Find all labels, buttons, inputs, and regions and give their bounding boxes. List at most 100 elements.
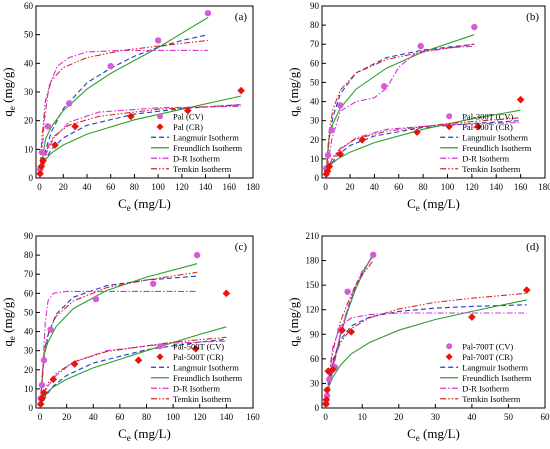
data-point-diamond	[322, 170, 331, 178]
x-axis-label: Ce (mg/L)	[118, 196, 171, 213]
y-tick-label: 0	[29, 403, 34, 413]
data-point-circle	[47, 326, 54, 333]
data-point-diamond	[38, 394, 46, 403]
y-tick-label: 30	[310, 378, 320, 388]
legend-label: Freundlich Isotherm	[462, 143, 532, 153]
legend-marker-diamond	[156, 123, 164, 131]
legend-label: Pal (CR)	[173, 122, 203, 132]
data-point-diamond	[522, 286, 531, 294]
x-tick-label: 40	[370, 182, 380, 192]
legend-label: Pal (CV)	[173, 111, 204, 121]
x-tick-label: 60	[541, 412, 550, 422]
plot-frame	[35, 235, 254, 409]
fit-curve-temkin	[325, 117, 521, 178]
y-tick-label: 20	[24, 116, 34, 126]
y-tick-label: 20	[310, 135, 320, 145]
y-tick-label: 40	[24, 58, 34, 68]
y-axis-label: qe (mg/g)	[286, 297, 303, 346]
fit-curve-langmuir	[325, 304, 527, 408]
fit-curve-dr	[325, 312, 527, 408]
plot-frame	[321, 235, 546, 409]
data-point-diamond	[70, 360, 79, 368]
data-point-diamond	[336, 150, 345, 158]
x-tick-label: 160	[246, 412, 260, 422]
legend-label: Temkin Isotherm	[462, 164, 521, 174]
fit-curve-temkin	[325, 260, 374, 408]
legend-marker-circle	[446, 113, 453, 120]
data-point-diamond	[516, 95, 525, 104]
data-point-diamond	[329, 365, 337, 374]
y-tick-label: 30	[24, 87, 34, 97]
fit-curve-dr	[39, 49, 208, 178]
legend-marker-circle	[446, 343, 453, 350]
legend: Pal-700T (CV)Pal-700T (CR)Langmuir Isoth…	[440, 341, 532, 404]
x-tick-label: 120	[193, 412, 207, 422]
x-tick-label: 140	[199, 182, 213, 192]
data-point-circle	[380, 83, 388, 90]
x-tick-label: 100	[166, 412, 180, 422]
y-tick-label: 0	[315, 403, 320, 413]
y-tick-label: 70	[310, 39, 320, 49]
legend: Pal-500T (CV)Pal-500T (CR)Langmuir Isoth…	[151, 341, 243, 404]
legend-marker-circle	[157, 343, 164, 350]
y-tick-label: 90	[310, 329, 320, 339]
x-tick-label: 80	[419, 182, 429, 192]
data-point-diamond	[323, 167, 332, 176]
x-tick-label: 20	[346, 182, 356, 192]
data-point-circle	[326, 376, 333, 383]
legend-label: Temkin Isotherm	[173, 394, 232, 404]
data-point-circle	[328, 127, 335, 134]
x-tick-label: 0	[37, 182, 42, 192]
legend-label: Pal-300T (CR)	[462, 122, 513, 132]
x-tick-label: 50	[504, 412, 514, 422]
fit-curve-langmuir	[39, 338, 227, 408]
y-tick-label: 10	[24, 384, 34, 394]
data-point-circle	[417, 42, 424, 50]
x-tick-label: 160	[223, 182, 237, 192]
legend-label: Pal-500T (CR)	[173, 352, 224, 362]
legend-label: Freundlich Isotherm	[173, 373, 243, 383]
y-tick-label: 10	[24, 144, 34, 154]
legend-label: Pal-300T (CV)	[462, 111, 513, 121]
legend-label: D-R Isotherm	[462, 153, 509, 163]
fit-curve-freundlich	[39, 17, 209, 178]
y-tick-label: 180	[306, 256, 320, 266]
x-axis-label: Ce (mg/L)	[407, 426, 460, 443]
x-tick-label: 60	[115, 412, 125, 422]
data-point-circle	[149, 280, 157, 287]
data-point-circle	[107, 62, 114, 70]
plot-area	[322, 251, 531, 408]
y-tick-label: 50	[310, 77, 320, 87]
x-tick-label: 160	[514, 182, 528, 192]
data-point-circle	[369, 251, 377, 259]
chart-panel-1: 0 20 40 60 80 100 120 140 160 1800102030405060Ce …	[0, 1, 260, 213]
data-point-diamond	[468, 313, 476, 321]
legend-label: Pal-700T (CV)	[462, 341, 513, 351]
x-tick-label: 0	[38, 412, 43, 422]
data-point-circle	[204, 9, 212, 17]
y-axis-label: qe (mg/g)	[0, 297, 17, 346]
legend-label: Temkin Isotherm	[173, 164, 232, 174]
legend-label: Pal-500T (CV)	[173, 341, 224, 351]
x-tick-label: 0	[323, 412, 328, 422]
x-tick-label: 20	[59, 182, 69, 192]
legend-label: Langmuir Isotherm	[462, 132, 528, 142]
y-tick-label: 60	[310, 58, 320, 68]
x-tick-label: 40	[82, 182, 92, 192]
data-point-diamond	[71, 122, 79, 131]
y-tick-label: 60	[24, 1, 34, 11]
y-tick-label: 10	[310, 154, 320, 164]
panel-label: (c)	[235, 241, 248, 253]
plot-area	[322, 23, 525, 178]
y-tick-label: 150	[306, 280, 320, 290]
data-point-diamond	[474, 122, 482, 131]
data-point-circle	[38, 149, 46, 156]
data-point-circle	[38, 381, 46, 389]
data-point-diamond	[183, 106, 192, 115]
y-tick-label: 80	[310, 20, 320, 30]
y-tick-label: 20	[24, 365, 34, 375]
legend-label: Freundlich Isotherm	[173, 143, 243, 153]
fit-curve-langmuir	[39, 104, 242, 178]
chart-panel-2: 0 20 40 60 80 100 120 140 160 180 0 10 20 30 40 50 60 70 8…	[286, 1, 550, 213]
